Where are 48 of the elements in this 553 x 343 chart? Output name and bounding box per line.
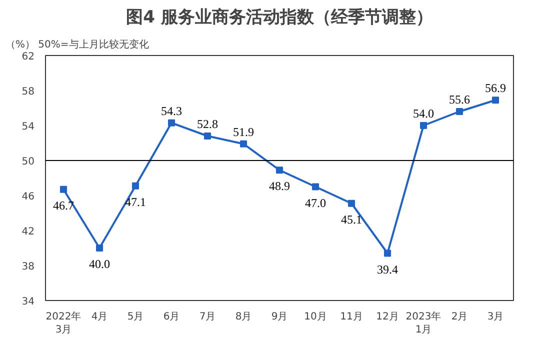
point: [168, 119, 175, 126]
data-label: 48.9: [269, 179, 290, 194]
x-tick-label: 10月: [304, 312, 327, 322]
x-tick-label: 12月: [376, 312, 399, 322]
x-tick-label: 6月: [163, 312, 180, 322]
point: [240, 140, 247, 148]
point: [384, 250, 391, 257]
point: [420, 122, 427, 129]
y-tick-label: 42: [22, 226, 35, 238]
point: [492, 96, 499, 104]
point: [204, 132, 211, 140]
y-tick-label: 62: [22, 52, 35, 62]
data-label: 56.9: [485, 81, 506, 96]
point: [60, 186, 67, 193]
data-label: 39.4: [377, 262, 398, 276]
data-label: 55.6: [449, 92, 470, 106]
x-tick-label: 11月: [340, 312, 363, 322]
x-tick-label: 5月: [127, 312, 144, 322]
chart-title: 图4 服务业商务活动指数（经季节调整）: [126, 8, 433, 28]
y-tick-label: 54: [22, 122, 35, 132]
point: [348, 200, 355, 207]
data-label: 54.0: [413, 106, 434, 120]
point: [276, 166, 283, 174]
data-label: 51.9: [233, 124, 254, 139]
x-tick-label: 4月: [91, 312, 108, 322]
x-tick-label: 7月: [199, 312, 216, 322]
data-label: 54.3: [161, 104, 182, 118]
data-label: 46.7: [53, 198, 74, 212]
x-tick-label: 2月: [451, 312, 468, 322]
y-tick-label: 50: [22, 156, 35, 168]
data-label: 47.0: [305, 196, 326, 210]
x-tick-label: 8月: [235, 312, 252, 322]
data-label: 52.8: [197, 117, 218, 131]
y-tick-label: 34: [22, 296, 35, 308]
x-tick-label: 2022年 3月: [46, 310, 82, 336]
point: [96, 244, 103, 252]
y-tick-label: 58: [22, 86, 35, 98]
x-tick-label: 9月: [271, 312, 288, 322]
x-tick-label: 3月: [487, 312, 504, 322]
point: [132, 182, 139, 190]
text: （%） 50%=与上月比较无变化: [6, 40, 149, 50]
data-label: 45.1: [341, 212, 362, 226]
x-tick-label: 2023年 1月: [406, 310, 442, 336]
data-label: 40.0: [89, 257, 110, 271]
y-tick-label: 38: [22, 262, 35, 272]
y-tick-label: 46: [22, 192, 35, 202]
point: [456, 108, 463, 115]
point: [312, 183, 319, 190]
